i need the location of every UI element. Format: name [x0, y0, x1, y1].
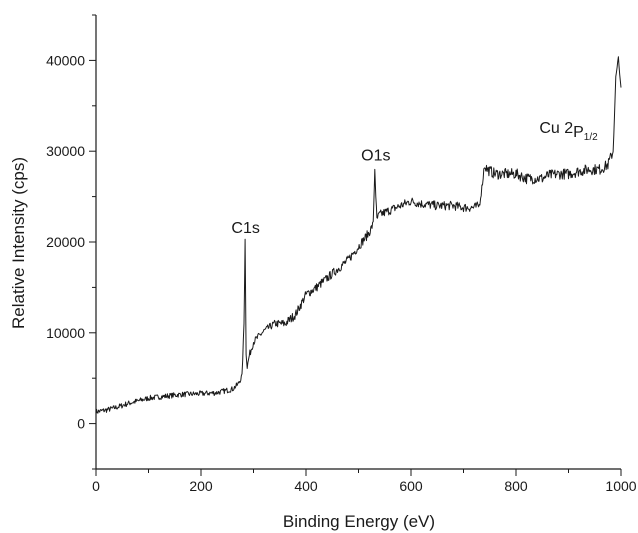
x-tick-label: 600: [399, 478, 423, 494]
peak-label: O1s: [361, 147, 390, 164]
y-tick-label: 0: [77, 416, 85, 432]
y-tick-label: 30000: [46, 143, 85, 159]
x-tick-label: 800: [504, 478, 528, 494]
peak-label: C1s: [231, 220, 259, 237]
y-tick-label: 10000: [46, 325, 85, 341]
x-tick-label: 0: [92, 478, 100, 494]
x-tick-label: 400: [294, 478, 318, 494]
plot-area: [95, 56, 622, 415]
y-tick-label: 40000: [46, 52, 85, 68]
y-axis: 0 10000 20000 30000 40000: [46, 14, 97, 470]
x-tick-label: 200: [189, 478, 213, 494]
spectrum-line: [95, 56, 622, 415]
y-axis-title: Relative Intensity (cps): [9, 157, 28, 329]
y-tick-label: 20000: [46, 234, 85, 250]
peak-label: Cu 2P1/2: [539, 120, 598, 143]
peak-label-sub: P: [573, 124, 584, 141]
peak-label-subscript: 1/2: [584, 132, 598, 143]
x-tick-label: 1000: [605, 478, 636, 494]
x-axis-title: Binding Energy (eV): [283, 512, 435, 531]
x-axis: 0 200 400 600 800 1000: [92, 468, 637, 494]
